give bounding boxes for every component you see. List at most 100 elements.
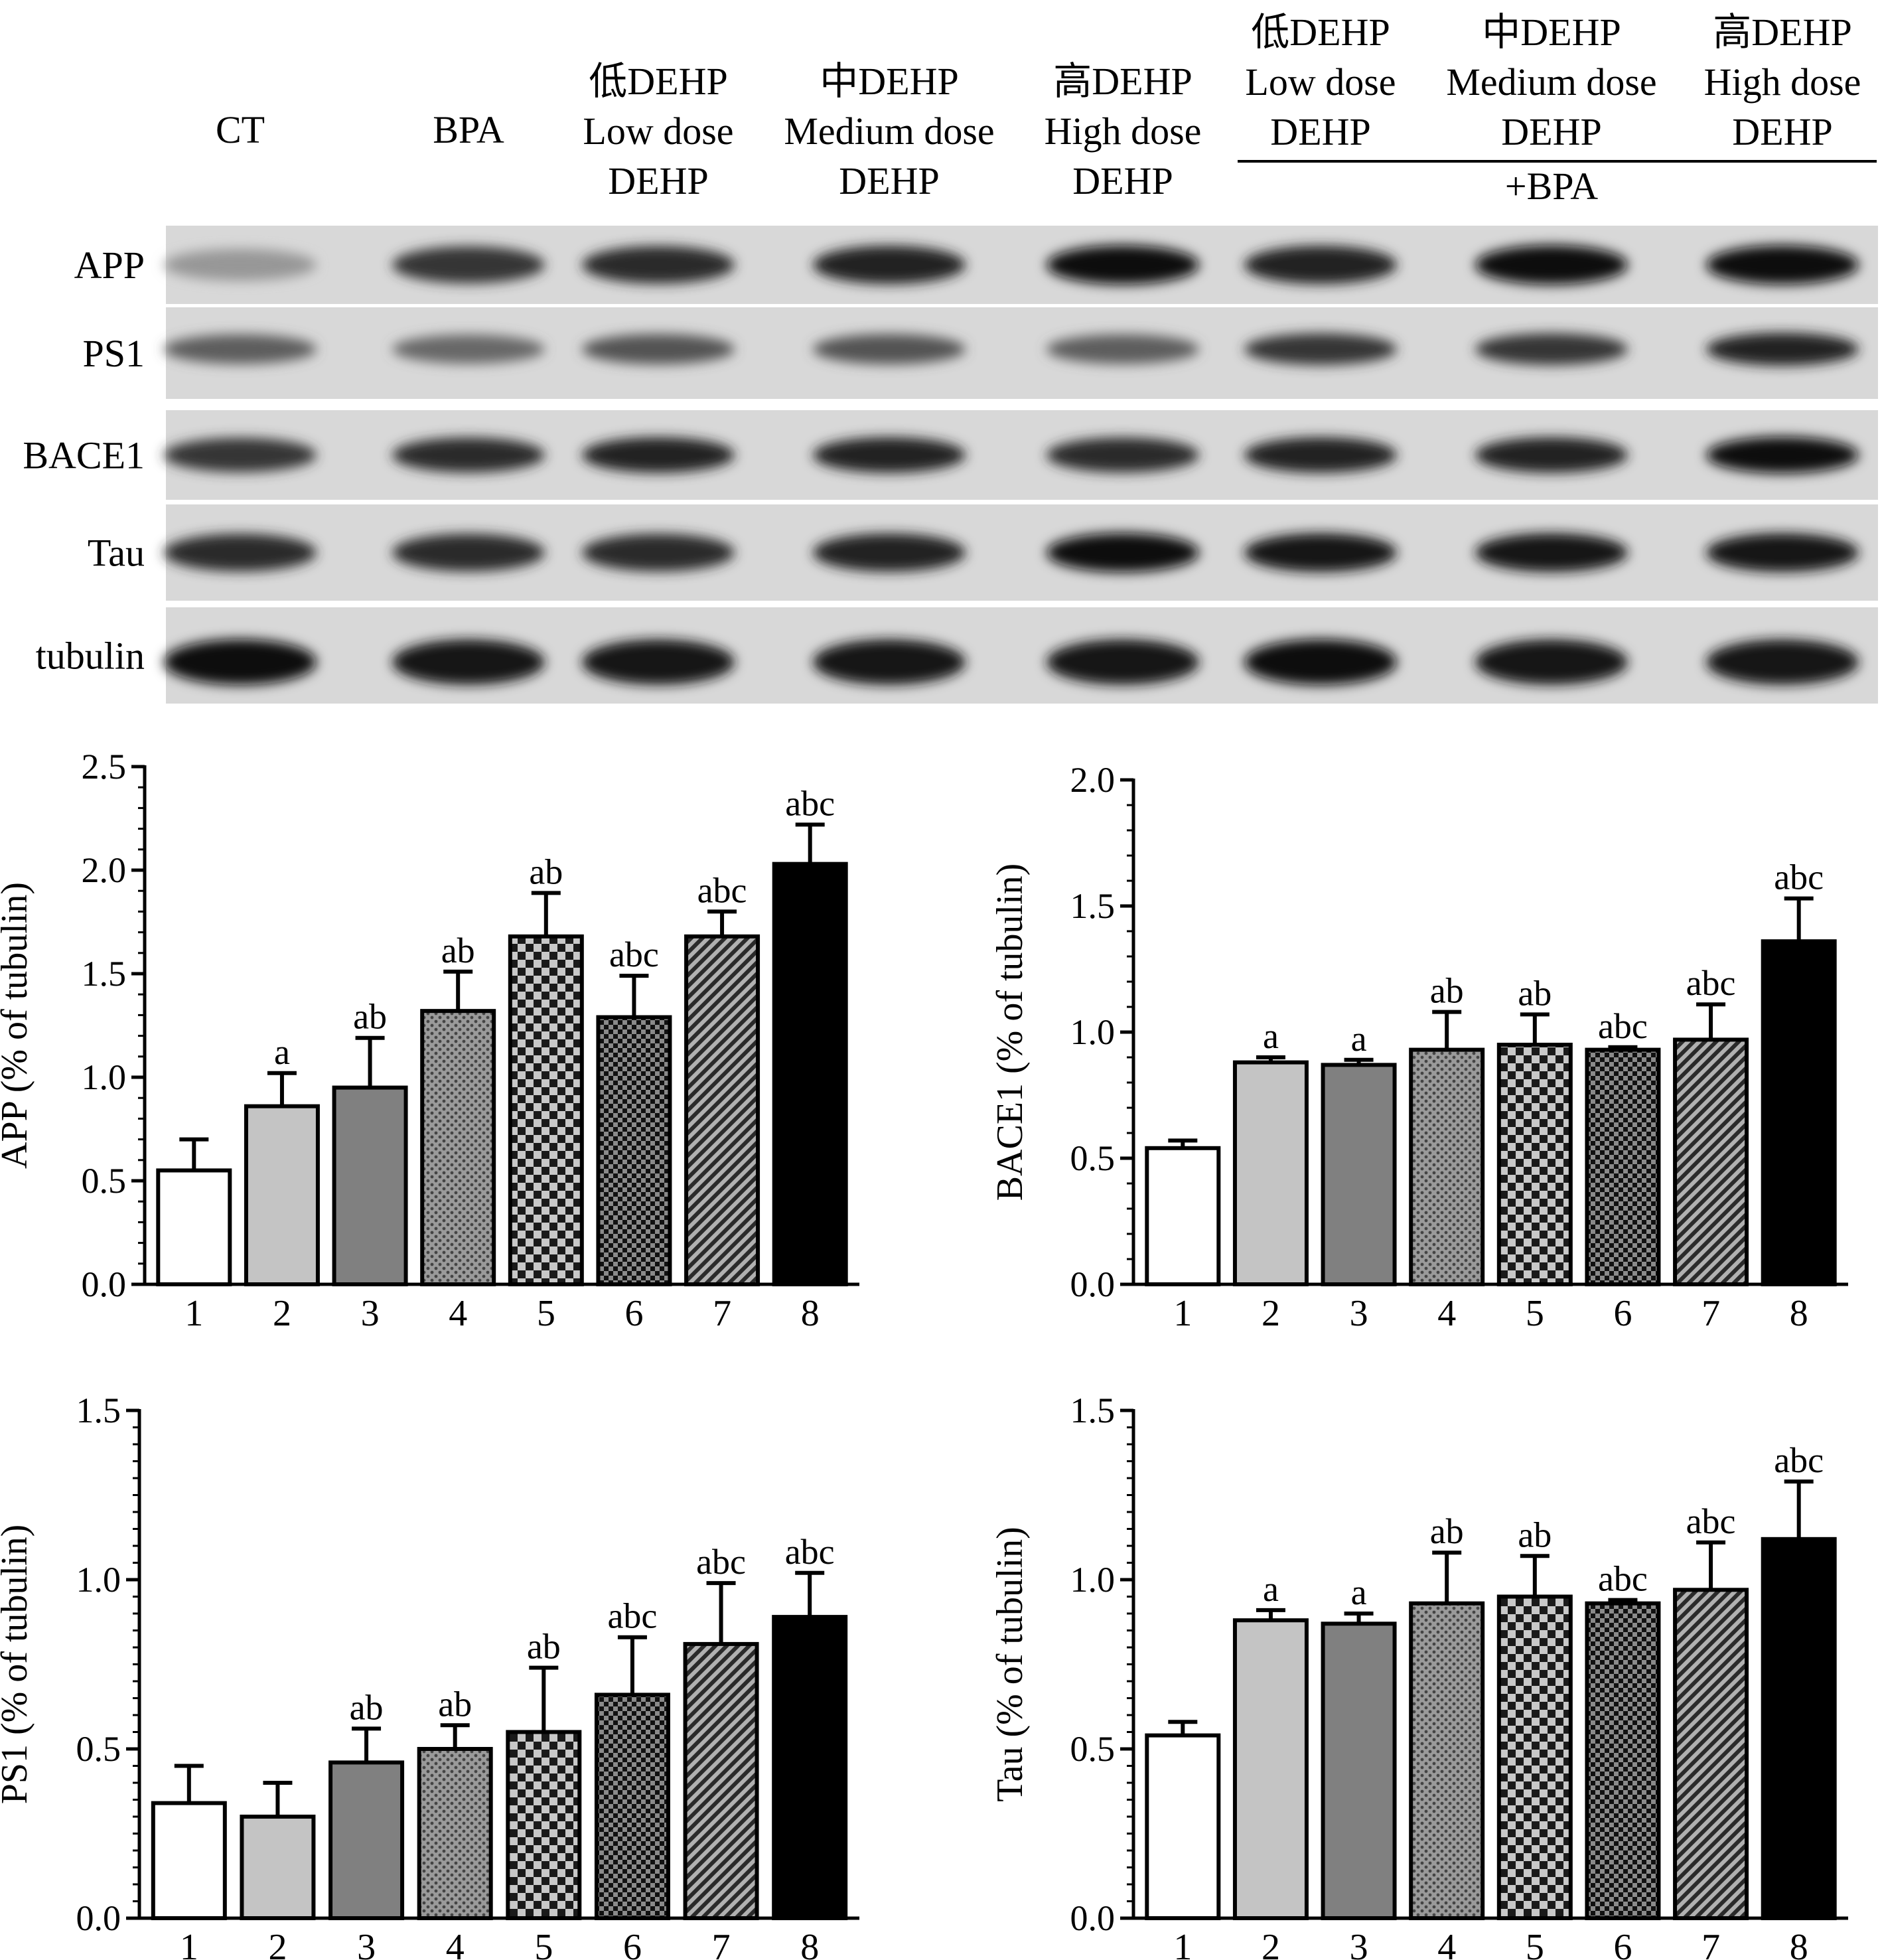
bar-group-4: ab 4 <box>420 931 496 1334</box>
blot-row-app: APP <box>74 226 1878 304</box>
x-tick-label: 5 <box>1526 1293 1544 1334</box>
bar <box>1496 1043 1573 1286</box>
blot-band <box>1475 639 1628 685</box>
bar <box>683 1641 759 1920</box>
y-tick-label: 2.0 <box>1070 760 1116 800</box>
significance-label: abc <box>1774 1440 1824 1480</box>
x-tick-label: 5 <box>1526 1927 1544 1960</box>
bar-group-8: abc 8 <box>1761 1440 1837 1960</box>
bar <box>328 1760 405 1921</box>
lane-header-line: 低DEHP <box>1251 11 1390 54</box>
bar <box>1496 1594 1573 1920</box>
y-tick-label: 0.0 <box>1070 1898 1116 1938</box>
significance-label: abc <box>697 870 747 910</box>
bar-group-5: ab 5 <box>1496 1515 1573 1960</box>
bar-group-3: ab 3 <box>332 997 408 1334</box>
blot-band <box>164 639 317 686</box>
blot-band <box>582 534 735 571</box>
blot-band <box>1475 437 1628 473</box>
bar <box>1761 1537 1837 1920</box>
lane-header-line: High dose <box>1045 110 1202 153</box>
bar <box>1585 1047 1661 1286</box>
x-tick-label: 4 <box>449 1293 467 1334</box>
y-tick-label: 1.5 <box>1070 1391 1116 1430</box>
bar-group-1: 1 <box>1145 1720 1221 1960</box>
x-tick-label: 6 <box>1613 1293 1632 1334</box>
bar-group-8: abc 8 <box>772 783 848 1334</box>
significance-label: ab <box>527 1627 561 1667</box>
blot-band <box>813 246 966 284</box>
x-tick-label: 4 <box>1437 1293 1456 1334</box>
y-axis-label: PS1 (% of tubulin) <box>0 1525 35 1805</box>
x-tick-label: 3 <box>1350 1927 1368 1960</box>
bar-group-7: abc 7 <box>1673 1501 1749 1960</box>
significance-label: a <box>1351 1572 1367 1612</box>
significance-label: ab <box>1430 1511 1464 1551</box>
y-tick-label: 1.0 <box>76 1560 121 1600</box>
lane-header-line: BPA <box>433 108 504 151</box>
bar-group-3: a3 <box>1321 1019 1397 1334</box>
bar <box>1409 1047 1485 1286</box>
bar <box>1145 1733 1221 1920</box>
blot-band <box>1244 533 1397 572</box>
lane-headers: CT BPA 低DEHP Low dose DEHP 中DEHP Medium dose DE… <box>216 11 1877 208</box>
blot-row-label: Tau <box>88 532 145 575</box>
blot-band <box>392 437 545 473</box>
y-tick-label: 0.5 <box>1070 1729 1116 1769</box>
x-tick-label: 2 <box>1262 1927 1280 1960</box>
bar-group-1: 1 <box>1145 1138 1221 1334</box>
blot-row-label: BACE1 <box>23 434 145 477</box>
blot-band <box>164 437 317 473</box>
y-tick-label: 1.0 <box>82 1057 127 1097</box>
significance-label: abc <box>1774 858 1824 897</box>
significance-label: a <box>274 1032 290 1072</box>
bar <box>508 934 584 1286</box>
lane-header-2: BPA <box>433 108 504 151</box>
y-axis-label: APP (% of tubulin) <box>0 882 35 1169</box>
blot-band <box>1475 533 1628 572</box>
bar <box>151 1801 227 1920</box>
lane-header-line: 中DEHP <box>820 60 958 103</box>
significance-label: ab <box>350 1687 384 1727</box>
y-tick-label: 0.0 <box>1070 1264 1116 1304</box>
bar <box>684 934 760 1286</box>
bar <box>594 1693 670 1920</box>
significance-label: ab <box>1518 1515 1552 1554</box>
x-tick-label: 1 <box>1173 1293 1192 1334</box>
lane-header-8: 高DEHP High dose DEHP <box>1704 11 1861 153</box>
blot-band <box>1706 436 1859 474</box>
bar-group-3: ab 3 <box>328 1687 405 1960</box>
bar-group-8: abc 8 <box>772 1532 848 1960</box>
bar-group-3: a3 <box>1321 1572 1397 1960</box>
lane-header-7: 中DEHP Medium dose DEHP <box>1446 11 1656 153</box>
blot-band <box>164 534 317 571</box>
x-tick-label: 1 <box>180 1927 198 1960</box>
lane-header-line: Medium dose <box>784 110 994 153</box>
significance-label: a <box>1263 1016 1279 1056</box>
significance-label: abc <box>607 1596 657 1636</box>
lane-header-line: DEHP <box>1270 110 1370 153</box>
combo-label: +BPA <box>1505 165 1598 208</box>
significance-label: abc <box>609 935 659 974</box>
bar <box>1673 1588 1749 1920</box>
blot-band <box>164 249 317 281</box>
significance-label: ab <box>441 931 475 970</box>
lane-header-line: DEHP <box>608 159 708 202</box>
blot-band <box>164 334 317 364</box>
bar <box>332 1085 408 1286</box>
y-tick-label: 1.5 <box>1070 886 1116 926</box>
lane-header-line: Low dose <box>583 110 733 153</box>
significance-label: ab <box>438 1684 472 1724</box>
blot-band <box>1475 333 1628 365</box>
x-tick-label: 2 <box>1262 1293 1280 1334</box>
blot-band <box>392 335 545 364</box>
blot-band <box>1047 245 1199 285</box>
bar-group-6: abc 6 <box>594 1596 670 1960</box>
y-tick-label: 0.5 <box>82 1161 127 1201</box>
bar-group-2: 2 <box>240 1781 316 1960</box>
bar-group-6: abc 6 <box>1585 1559 1661 1960</box>
blot-row-label: PS1 <box>82 332 145 375</box>
